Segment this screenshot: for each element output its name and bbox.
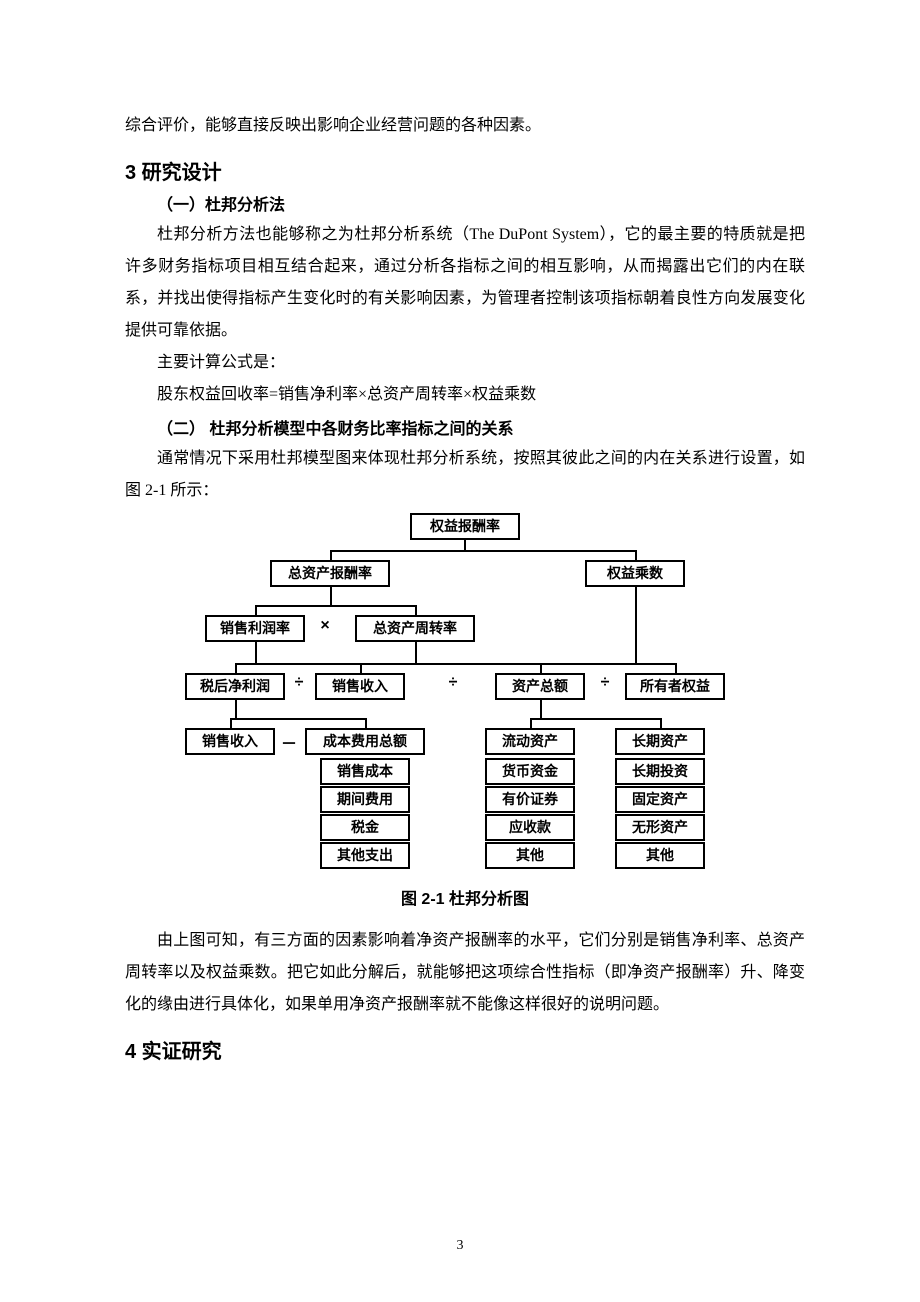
diagram-connector [330,550,332,560]
diagram-node-c2: 期间费用 [320,786,410,813]
diagram-node-lt3: 无形资产 [615,814,705,841]
paragraph-1: 杜邦分析方法也能够称之为杜邦分析系统（The DuPont System），它的… [125,219,805,347]
diagram-connector [540,663,675,665]
diagram-connector [530,718,660,720]
diagram-connector [540,697,542,718]
heading-section-3: 3 研究设计 [125,156,805,185]
subheading-1: （一）杜邦分析法 [125,191,805,215]
diagram-connector [235,697,237,718]
paragraph-5: 由上图可知，有三方面的因素影响着净资产报酬率的水平，它们分别是销售净利率、总资产… [125,925,805,1021]
diagram-connector [230,718,365,720]
diagram-connector [235,663,361,665]
paragraph-formula: 股东权益回收率=销售净利率×总资产周转率×权益乘数 [125,379,805,411]
diagram-node-netprofit: 税后净利润 [185,673,285,700]
diagram-op-op_mul1: × [315,617,335,635]
page-number: 3 [0,1238,920,1254]
heading-section-4: 4 实证研究 [125,1035,805,1064]
diagram-op-op_sub: － [279,730,299,754]
diagram-connector [230,718,232,728]
diagram-node-ca1: 货币资金 [485,758,575,785]
diagram-node-lt1: 长期投资 [615,758,705,785]
diagram-connector [635,584,637,663]
diagram-node-c3: 税金 [320,814,410,841]
diagram-connector [365,718,367,728]
diagram-node-sales2: 销售收入 [185,728,275,755]
diagram-connector [255,605,415,607]
diagram-node-root: 权益报酬率 [410,513,520,540]
diagram-node-margin: 销售利润率 [205,615,305,642]
diagram-connector [235,663,237,673]
diagram-node-c4: 其他支出 [320,842,410,869]
figure-caption: 图 2-1 杜邦分析图 [125,885,805,909]
diagram-node-turnover: 总资产周转率 [355,615,475,642]
page: 综合评价，能够直接反映出影响企业经营问题的各种因素。 3 研究设计 （一）杜邦分… [0,0,920,1302]
diagram-connector [330,584,332,605]
diagram-op-op_div1: ÷ [289,674,309,692]
diagram-connector [255,605,257,615]
diagram-connector [635,550,637,560]
diagram-node-ca2: 有价证券 [485,786,575,813]
diagram-node-equity: 所有者权益 [625,673,725,700]
diagram-node-roa: 总资产报酬率 [270,560,390,587]
paragraph-lead: 综合评价，能够直接反映出影响企业经营问题的各种因素。 [125,110,805,142]
diagram-connector [330,550,636,552]
diagram-node-ca3: 应收款 [485,814,575,841]
diagram-node-assets: 资产总额 [495,673,585,700]
diagram-node-ltassets: 长期资产 [615,728,705,755]
paragraph-2: 主要计算公式是： [125,347,805,379]
diagram-connector [360,663,540,665]
diagram-connector [255,639,257,663]
diagram-node-ca4: 其他 [485,842,575,869]
diagram-connector [675,663,677,673]
diagram-node-em: 权益乘数 [585,560,685,587]
diagram-connector [660,718,662,728]
diagram-node-c1: 销售成本 [320,758,410,785]
diagram-connector [530,718,532,728]
diagram-op-op_div3: ÷ [595,674,615,692]
diagram-node-lt4: 其他 [615,842,705,869]
subheading-2: （二） 杜邦分析模型中各财务比率指标之间的关系 [125,415,805,439]
diagram-node-sales1: 销售收入 [315,673,405,700]
diagram-connector [415,605,417,615]
diagram-node-lt2: 固定资产 [615,786,705,813]
dupont-diagram: 权益报酬率总资产报酬率权益乘数销售利润率总资产周转率税后净利润销售收入资产总额所… [185,513,745,883]
diagram-node-curassets: 流动资产 [485,728,575,755]
paragraph-4: 通常情况下采用杜邦模型图来体现杜邦分析系统，按照其彼此之间的内在关系进行设置，如… [125,443,805,507]
diagram-node-costs: 成本费用总额 [305,728,425,755]
diagram-connector [415,639,417,663]
diagram-op-op_div2: ÷ [443,674,463,692]
